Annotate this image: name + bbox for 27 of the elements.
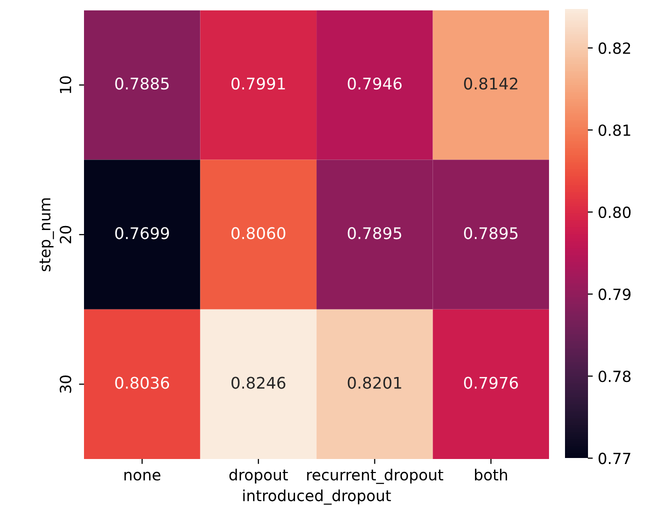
- color-bar-label: 0.77: [598, 452, 630, 464]
- data-label: 0.8142: [464, 78, 518, 90]
- x-tick-label: none: [124, 472, 160, 481]
- data-label: 0.8201: [348, 376, 402, 389]
- x-tick-label: both: [474, 468, 508, 481]
- color-bar-label: 0.82: [598, 42, 630, 54]
- data-label: 0.7946: [348, 78, 402, 90]
- data-label: 0.8036: [115, 376, 170, 389]
- data-label: 0.7895: [348, 227, 402, 240]
- data-label: 0.8060: [232, 227, 286, 240]
- data-label: 0.7991: [232, 78, 285, 90]
- x-axis-title: introduced_dropout: [243, 489, 391, 505]
- color-bar-label: 0.79: [598, 288, 631, 300]
- color-bar-label: 0.78: [598, 370, 631, 382]
- x-tick-label: dropout: [229, 468, 288, 484]
- x-tick-label: recurrent_dropout: [307, 468, 444, 484]
- color-bar-label: 0.81: [598, 124, 630, 136]
- y-tick-label: 20: [60, 226, 72, 244]
- data-label: 0.8246: [232, 376, 286, 389]
- data-label: 0.7885: [115, 78, 169, 90]
- data-label: 0.7976: [464, 376, 518, 389]
- y-axis-title: step_num: [40, 198, 54, 272]
- color-bar-label: 0.80: [598, 206, 631, 218]
- y-tick-label: 30: [60, 375, 72, 393]
- y-tick-label: 10: [60, 76, 72, 94]
- data-label: 0.7895: [464, 227, 518, 240]
- data-label: 0.7699: [115, 227, 169, 240]
